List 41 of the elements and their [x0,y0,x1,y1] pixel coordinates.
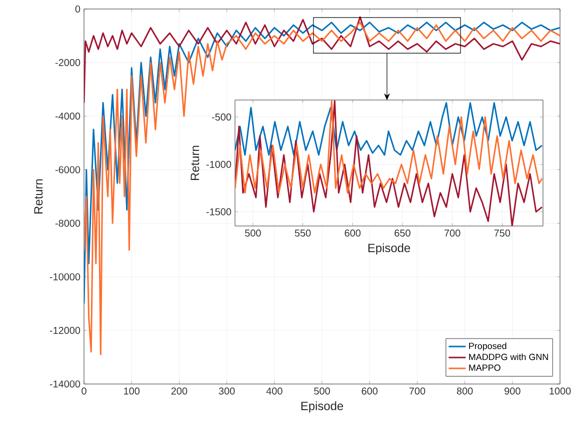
x-axis-title: Episode [368,243,410,255]
y-tick-label: -4000 [55,112,80,120]
y-tick-label: -2000 [55,59,80,66]
line-series [84,22,560,304]
line-series [235,100,543,226]
x-tick-label: 600 [344,230,361,237]
y-tick-label: 0 [75,5,80,13]
x-tick-label: 650 [394,230,410,237]
legend-label: MAPPO [469,364,500,371]
line-series [235,100,543,194]
line-series [235,102,543,156]
line-series [84,22,560,356]
y-tick-label: -10000 [50,273,80,280]
x-tick-label: 200 [171,388,188,395]
x-tick-label: 550 [294,230,311,237]
x-tick-label: 400 [266,388,282,395]
y-tick-label: -1500 [206,208,232,216]
x-tick-label: 0 [82,388,86,395]
legend-label: MADDPG with GNN [469,354,548,360]
x-tick-label: 700 [444,230,460,237]
line-series [84,16,560,104]
y-tick-label: -6000 [55,166,80,174]
x-tick-label: 800 [456,388,473,395]
y-tick-label: -1000 [206,160,232,168]
x-tick-label: 100 [124,388,140,395]
x-tick-label: 500 [245,230,261,237]
x-axis-title: Episode [301,401,344,413]
y-tick-label: -8000 [55,220,80,227]
x-tick-label: 500 [314,388,330,395]
y-axis-title: Return [190,146,200,180]
y-tick-label: -12000 [50,326,80,334]
x-tick-label: 300 [218,388,235,395]
legend-label: Proposed [469,342,506,351]
x-tick-label: 700 [409,388,426,395]
x-tick-label: 750 [494,230,510,237]
y-tick-label: -14000 [50,380,80,388]
y-tick-label: -500 [212,114,232,121]
y-axis-title: Return [34,179,43,214]
x-tick-label: 1000 [550,388,571,395]
x-tick-label: 900 [504,388,520,395]
x-tick-label: 600 [362,388,378,395]
